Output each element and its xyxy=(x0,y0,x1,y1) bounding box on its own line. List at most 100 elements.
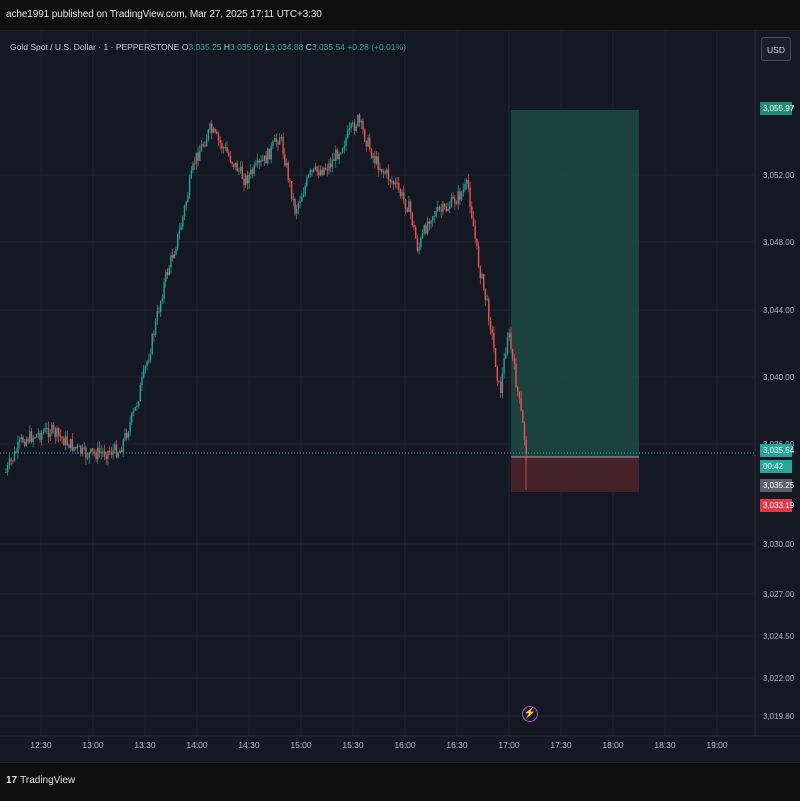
candle-body xyxy=(367,137,369,147)
candle-body xyxy=(39,432,41,440)
candle-body xyxy=(255,163,257,166)
high-value: 3,035.60 xyxy=(230,42,264,52)
time-tick-label: 18:00 xyxy=(602,740,624,750)
candle-body xyxy=(379,168,381,171)
grid-horizontal xyxy=(0,174,755,717)
price-tick-label: 3,022.00 xyxy=(763,674,795,683)
candle-body xyxy=(95,452,97,460)
countdown-tag: 00:42 xyxy=(760,460,792,473)
candle-body xyxy=(335,149,337,162)
time-tick-label: 14:00 xyxy=(186,740,208,750)
candle-body xyxy=(415,227,417,239)
candle-body xyxy=(493,333,495,349)
candle-body xyxy=(428,221,430,224)
candle-body xyxy=(273,138,276,142)
candle-body xyxy=(163,281,165,299)
tradingview-logo: 17 TradingView xyxy=(6,775,75,786)
candle-body xyxy=(75,447,77,449)
candle-body xyxy=(494,348,497,367)
candle-body xyxy=(209,123,211,130)
candle-body xyxy=(486,299,488,301)
candle-body xyxy=(341,148,344,153)
candle-body xyxy=(245,175,247,186)
time-tick-label: 18:30 xyxy=(654,740,676,750)
candle-body xyxy=(78,445,80,447)
grid-vertical xyxy=(40,31,718,736)
chart-area[interactable]: 3,055.97 3,052.00 3,048.00 3,044.00 3,040.00… xyxy=(0,31,800,761)
currency-button[interactable]: USD xyxy=(761,37,791,61)
candle-body xyxy=(506,337,509,354)
candle-body xyxy=(47,427,50,438)
candle-body xyxy=(228,152,230,156)
candle-body xyxy=(17,441,19,453)
plot-background xyxy=(0,31,755,736)
candle-body xyxy=(353,122,356,132)
candle-body xyxy=(433,216,436,218)
time-tick-label: 13:30 xyxy=(134,740,156,750)
candle-body xyxy=(462,189,464,193)
candle-body xyxy=(20,437,22,440)
candle-body xyxy=(445,206,447,211)
candle-body xyxy=(153,333,155,335)
lightning-icon[interactable]: ⚡ xyxy=(522,706,538,722)
candle-body xyxy=(496,366,498,381)
target-price-tag: 3,055.97 xyxy=(760,102,794,115)
candle-body xyxy=(5,471,7,473)
candle-body xyxy=(136,405,138,407)
candle-body xyxy=(239,166,242,171)
candle-body xyxy=(107,450,109,459)
candle-body xyxy=(270,145,272,160)
stop-price-tag: 3,033.19 xyxy=(760,499,794,512)
candle-body xyxy=(268,148,271,160)
candle-body xyxy=(243,178,245,186)
publish-bar: ache1991 published on TradingView.com, M… xyxy=(0,0,800,31)
candle-body xyxy=(399,189,402,196)
time-tick-label: 14:30 xyxy=(238,740,260,750)
candle-body xyxy=(134,406,136,411)
candle-body xyxy=(396,182,398,184)
candle-body xyxy=(122,439,124,453)
candle-body xyxy=(460,192,463,200)
candle-body xyxy=(306,177,308,186)
time-tick-label: 15:30 xyxy=(342,740,364,750)
candle-body xyxy=(523,422,526,441)
candle-body xyxy=(525,440,527,454)
price-tick-label: 3,048.00 xyxy=(763,238,795,247)
candle-body xyxy=(58,428,60,436)
candle-body xyxy=(321,169,323,175)
time-tick-label: 19:00 xyxy=(706,740,728,750)
candle-body xyxy=(149,353,152,361)
candle-body xyxy=(477,245,480,267)
candle-body xyxy=(214,128,216,132)
candle-body xyxy=(63,438,65,446)
price-chart[interactable]: 3,055.97 3,052.00 3,048.00 3,044.00 3,040.00… xyxy=(0,31,800,761)
candle-body xyxy=(311,170,313,172)
candle-body xyxy=(488,299,490,321)
candle-body xyxy=(183,206,186,217)
candle-body xyxy=(100,452,102,454)
candle-body xyxy=(375,156,378,164)
candle-body xyxy=(372,155,374,158)
candle-body xyxy=(238,170,240,172)
candle-body xyxy=(350,123,352,129)
time-tick-label: 13:00 xyxy=(82,740,104,750)
candle-body xyxy=(154,320,157,335)
candle-body xyxy=(219,140,221,144)
candle-body xyxy=(224,147,226,149)
candle-body xyxy=(328,163,330,171)
candle-body xyxy=(226,147,228,153)
candle-body xyxy=(8,459,11,466)
candle-body xyxy=(112,450,114,455)
candle-body xyxy=(46,427,48,429)
candle-body xyxy=(369,137,371,149)
candle-body xyxy=(362,120,364,130)
candle-body xyxy=(484,288,487,300)
low-label: L xyxy=(265,42,271,52)
candle-body xyxy=(503,358,505,374)
candle-body xyxy=(15,451,17,453)
candle-body xyxy=(294,198,296,214)
candle-body xyxy=(76,445,79,449)
time-axis-labels: 12:30 13:00 13:30 14:00 14:30 15:00 15:30 16:00… xyxy=(30,740,728,750)
candle-body xyxy=(52,424,55,429)
candle-body xyxy=(416,238,419,251)
